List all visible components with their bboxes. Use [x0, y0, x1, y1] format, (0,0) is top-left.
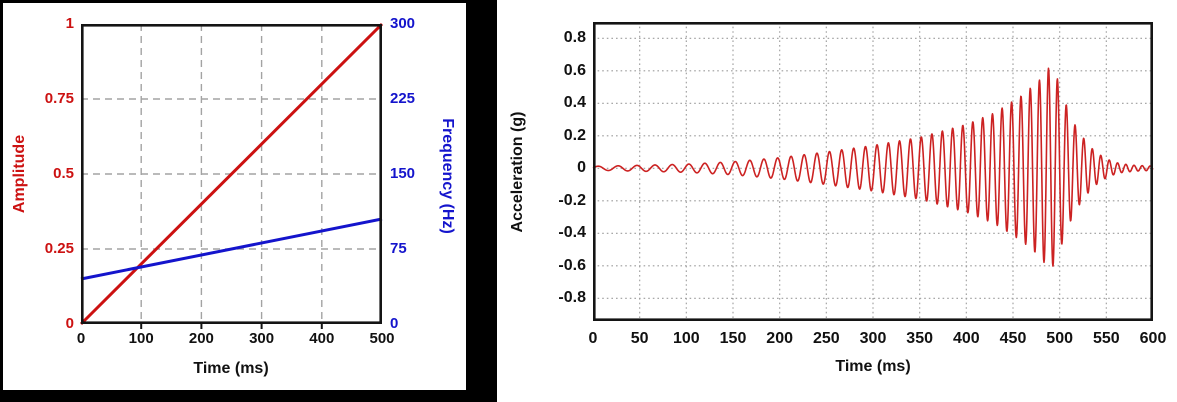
right-x-tick-label: 100	[672, 330, 700, 347]
right-x-tick-label: 550	[1092, 330, 1120, 347]
plot-frame	[80, 23, 382, 324]
amplitude-tick-label: 0.5	[53, 165, 74, 182]
frequency-tick-label: 150	[390, 165, 416, 182]
right-plot-area	[592, 21, 1154, 321]
acceleration-axis-label: Acceleration (g)	[509, 111, 526, 233]
frequency-tick-label: 225	[390, 90, 416, 107]
amplitude-tick-label: 0	[65, 315, 74, 332]
amplitude-tick-label: 0.75	[44, 90, 74, 107]
amplitude-tick-label: 1	[65, 15, 74, 32]
frequency-tick-label: 0	[390, 315, 399, 332]
acceleration-tick-label: 0	[577, 159, 586, 177]
right-x-tick-label: 250	[812, 330, 840, 347]
left-x-tick-label: 0	[76, 330, 86, 347]
right-x-tick-label: 50	[630, 330, 649, 347]
plot-frame	[592, 21, 1154, 321]
acceleration-tick-label: 0.8	[563, 29, 586, 47]
right-xlabel: Time (ms)	[835, 358, 911, 375]
right-x-tick-label: 400	[952, 330, 980, 347]
amplitude-line	[79, 22, 384, 326]
acceleration-waveform	[592, 67, 1154, 267]
left-chart-canvas	[3, 3, 466, 390]
acceleration-tick-label: -0.2	[558, 191, 586, 209]
amplitude-frequency-chart: 0 100 200 300 400 500 0 0.25 0.5 0.75 1 0 75 150 225…	[0, 0, 497, 402]
acceleration-tick-label: -0.4	[558, 224, 586, 242]
amplitude-tick-label: 0.25	[44, 240, 74, 257]
left-x-tick-label: 100	[128, 330, 154, 347]
acceleration-tick-label: 0.4	[563, 94, 586, 112]
right-x-tick-label: 150	[719, 330, 747, 347]
left-x-tick-label: 400	[309, 330, 335, 347]
left-x-tick-label: 200	[188, 330, 214, 347]
acceleration-tick-label: 0.2	[563, 126, 586, 144]
right-x-tick-label: 450	[999, 330, 1027, 347]
right-x-tick-label: 350	[906, 330, 933, 347]
right-x-tick-label: 500	[1046, 330, 1073, 347]
right-x-tick-label: 0	[588, 330, 598, 347]
right-x-tick-label: 200	[766, 330, 793, 347]
acceleration-tick-label: -0.6	[558, 256, 586, 274]
right-x-tick-label: 600	[1139, 330, 1167, 347]
frequency-line	[80, 217, 383, 281]
frequency-tick-label: 300	[390, 15, 416, 32]
left-x-tick-label: 300	[249, 330, 275, 347]
left-xlabel: Time (ms)	[193, 360, 269, 377]
frequency-tick-label: 75	[390, 240, 407, 257]
left-plot-area	[79, 22, 384, 329]
left-x-tick-label: 500	[369, 330, 395, 347]
right-x-tick-label: 300	[859, 330, 887, 347]
acceleration-tick-label: -0.8	[558, 289, 586, 307]
acceleration-tick-label: 0.6	[563, 61, 586, 79]
